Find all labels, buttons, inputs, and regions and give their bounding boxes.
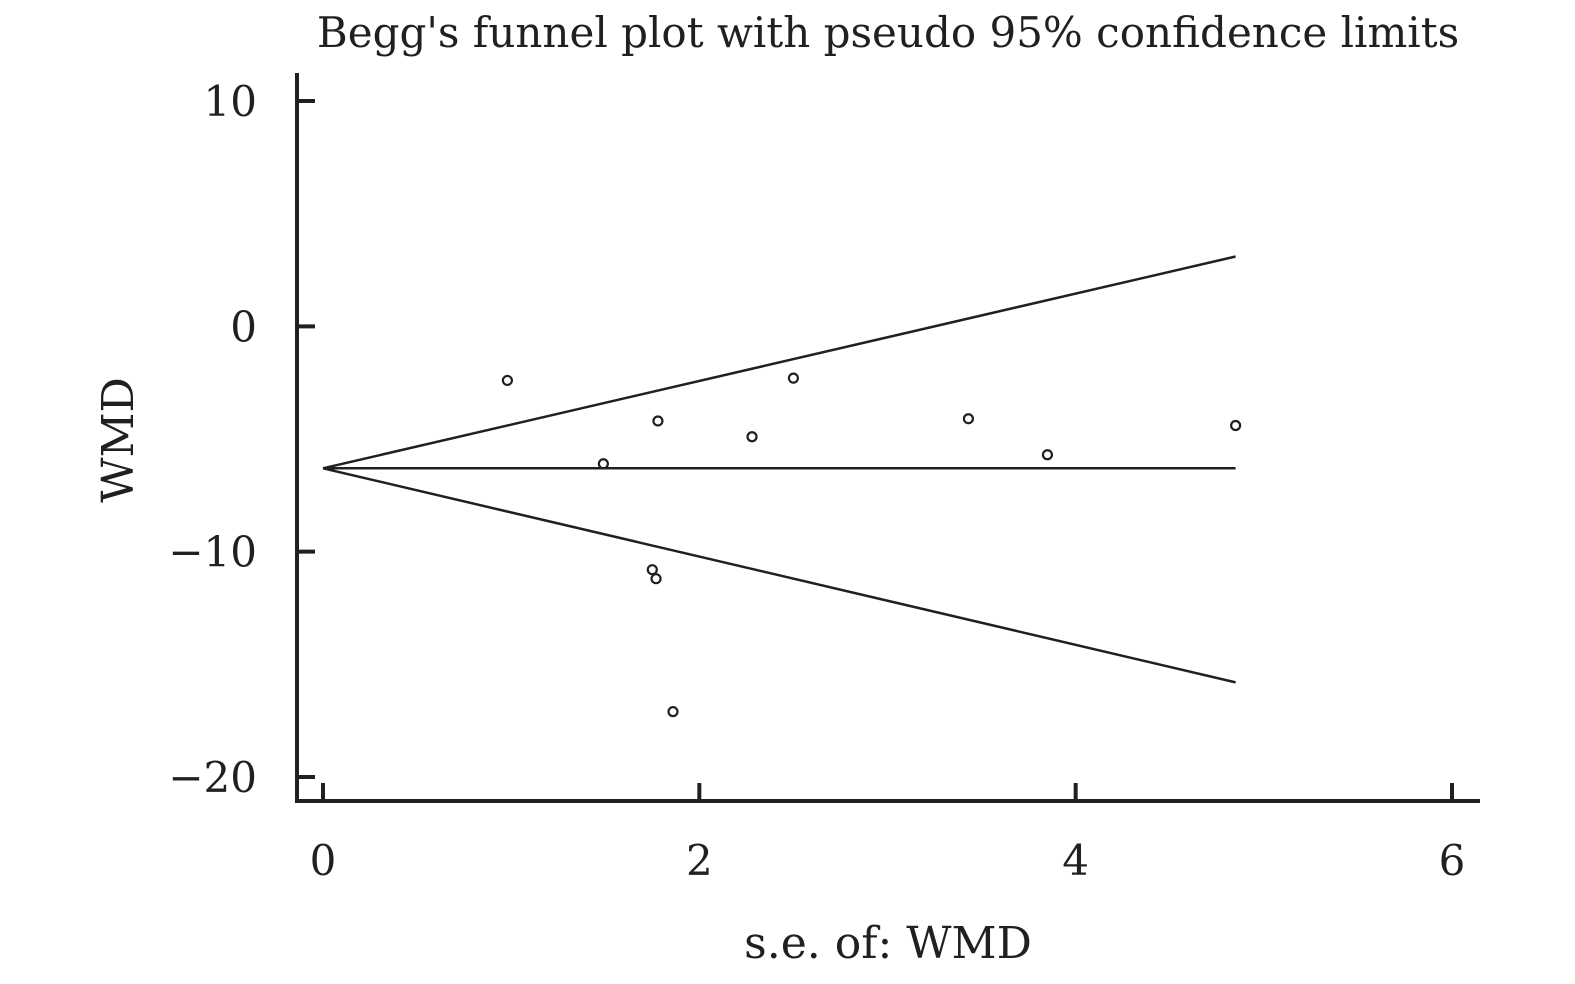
data-point: [667, 706, 679, 718]
x-tick-label: 2: [686, 836, 713, 885]
x-tick-label: 0: [310, 836, 337, 885]
axis-ticks: 10 0 −10 −20 0 2 4 6: [168, 77, 1465, 885]
data-points: [501, 372, 1242, 718]
lower-limit-line: [322, 467, 1236, 684]
y-tick-label: −10: [168, 528, 257, 577]
y-tick-label: 10: [204, 77, 257, 126]
x-axis-label: s.e. of: WMD: [744, 918, 1032, 969]
chart-title: Begg's funnel plot with pseudo 95% confi…: [317, 8, 1459, 57]
data-point: [746, 431, 758, 443]
data-point: [650, 573, 662, 585]
data-point: [787, 372, 800, 384]
x-tick-label: 6: [1439, 836, 1466, 885]
data-point: [1230, 419, 1242, 432]
data-point: [962, 413, 975, 425]
funnel-lines: [322, 255, 1236, 684]
y-tick-label: 0: [230, 302, 257, 351]
x-tick-label: 4: [1062, 836, 1089, 885]
data-point: [597, 458, 609, 470]
data-point: [1041, 449, 1054, 461]
axes: [295, 73, 1480, 803]
data-point: [646, 564, 658, 576]
data-point: [652, 415, 664, 427]
data-point: [501, 374, 514, 387]
y-axis-label: WMD: [93, 377, 144, 503]
y-tick-label: −20: [168, 753, 257, 802]
upper-limit-line: [322, 255, 1236, 470]
